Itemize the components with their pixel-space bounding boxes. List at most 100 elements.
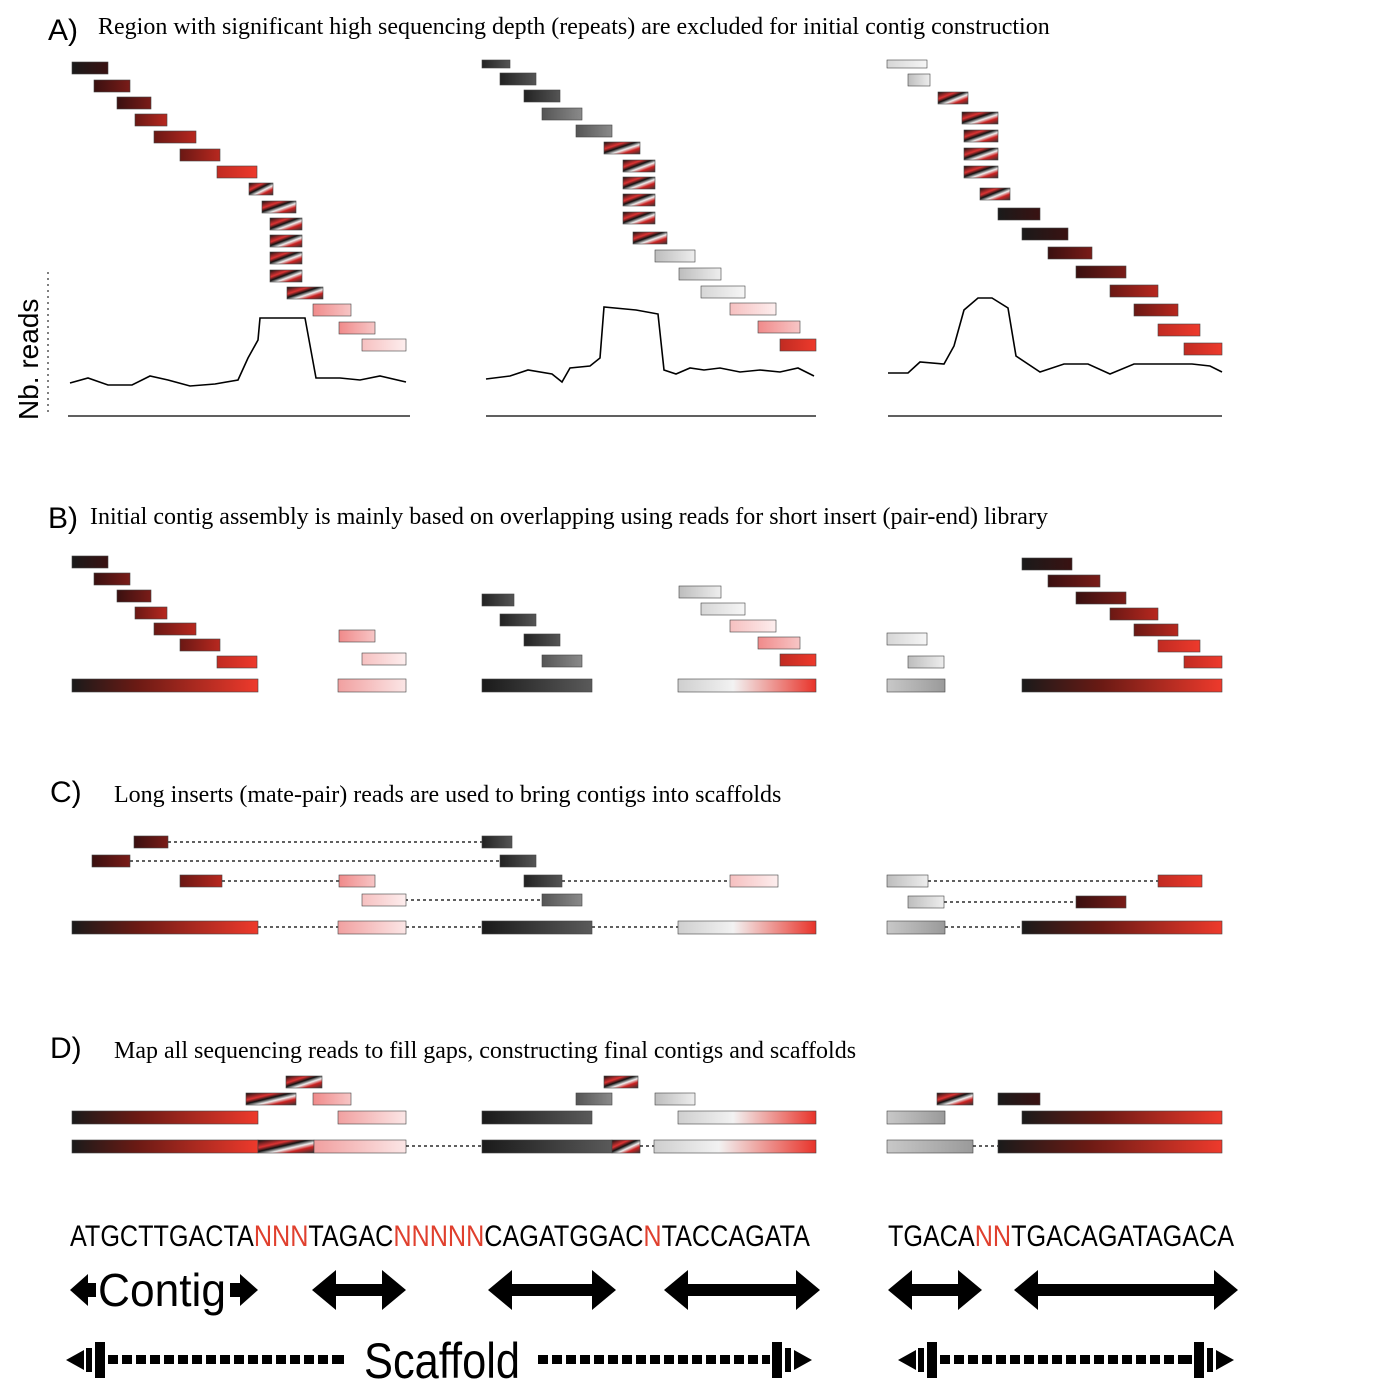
depth-line-2 [485, 306, 815, 384]
repeat-read [286, 286, 324, 300]
scaffold-head-bar [1194, 1342, 1204, 1378]
repeat-read [269, 217, 303, 231]
read [179, 148, 221, 162]
read [134, 606, 168, 620]
gap-bases: NN [975, 1220, 1011, 1253]
contig [337, 1110, 407, 1125]
final-contig-segment [71, 1139, 259, 1154]
y-axis-label: Nb. reads [13, 299, 44, 420]
read [678, 267, 722, 281]
double-arrow [488, 1270, 616, 1310]
read [179, 874, 223, 888]
read [1075, 265, 1127, 279]
reads-column-1 [71, 61, 407, 352]
read [779, 653, 817, 667]
panel-d: D) Map all sequencing reads to fill gaps… [50, 1032, 1238, 1389]
panel-b-reads [71, 555, 1223, 669]
read [779, 338, 817, 352]
read [907, 895, 945, 909]
read [1047, 574, 1101, 588]
sequence-right: TGACANNTGACAGATAGACA [888, 1220, 1234, 1253]
read [216, 165, 258, 179]
sequence-bases: TACCAGATA [662, 1220, 810, 1253]
read [523, 89, 561, 103]
panel-a: A) Region with significant high sequenci… [13, 14, 1223, 420]
read [936, 1092, 974, 1106]
panel-c-caption: Long inserts (mate-pair) reads are used … [114, 782, 781, 808]
read [1183, 655, 1223, 669]
read [603, 1075, 639, 1089]
panel-a-caption: Region with significant high sequencing … [98, 14, 1050, 40]
double-arrow [312, 1270, 406, 1310]
depth-line-1 [69, 317, 407, 387]
sequence-bases: TGACAGATAGACA [1011, 1220, 1234, 1253]
contig [481, 1110, 593, 1125]
read [1109, 284, 1159, 298]
scaffold-head-bar [1207, 1348, 1213, 1372]
scaffold-head-bar [772, 1342, 782, 1378]
contig [886, 1110, 946, 1125]
contig [677, 920, 817, 935]
read [757, 636, 801, 650]
read [71, 61, 109, 75]
contig [1021, 920, 1223, 935]
scaffold-head-bar [86, 1348, 92, 1372]
contig-label: Contig [98, 1264, 226, 1316]
panel-c-letter: C) [50, 776, 82, 809]
repeat-read [622, 159, 656, 173]
panel-d-final-contigs [71, 1139, 1223, 1154]
read [361, 652, 407, 666]
panel-c-contigs [71, 920, 1223, 935]
read [179, 638, 221, 652]
read [729, 874, 779, 888]
read [1157, 639, 1201, 653]
read [1021, 557, 1073, 571]
read [481, 59, 511, 69]
contig [886, 920, 946, 935]
panel-a-letter: A) [48, 14, 78, 47]
scaffold-head-bar [927, 1342, 937, 1378]
contig [677, 678, 817, 693]
double-arrow [888, 1270, 982, 1310]
read [575, 1092, 613, 1106]
arrow-right-head [230, 1274, 258, 1306]
mate-pair-links [130, 841, 1158, 928]
final-contig-segment [611, 1139, 641, 1154]
read [481, 593, 515, 607]
read [1183, 342, 1223, 356]
read [907, 73, 931, 87]
read [93, 572, 131, 586]
contig [481, 678, 593, 693]
gap-bases: NNN [254, 1220, 309, 1253]
read [91, 854, 131, 868]
repeat-read [963, 147, 999, 161]
panel-c-reads [91, 835, 1203, 909]
read [499, 72, 537, 86]
read [338, 874, 376, 888]
read [729, 302, 777, 316]
panel-d-gapfill-reads [245, 1075, 1041, 1106]
scaffold-label: Scaffold [364, 1333, 520, 1389]
read [1109, 607, 1159, 621]
read [312, 1092, 352, 1106]
final-contig-segment [886, 1139, 974, 1154]
repeat-read [248, 182, 274, 196]
repeat-read [269, 251, 303, 265]
read [116, 96, 152, 110]
contig [1021, 678, 1223, 693]
final-contig-segment [257, 1139, 315, 1154]
read [1157, 874, 1203, 888]
repeat-read [961, 111, 999, 125]
sequence-bases: TAGAC [308, 1220, 393, 1253]
read [523, 633, 561, 647]
depth-line-3 [888, 297, 1223, 375]
read [886, 59, 928, 69]
repeat-read [261, 200, 297, 214]
scaffold-head-bar [918, 1348, 924, 1372]
read [245, 1092, 297, 1106]
read [499, 854, 537, 868]
read [153, 130, 197, 144]
read [907, 655, 945, 669]
read [133, 835, 169, 849]
